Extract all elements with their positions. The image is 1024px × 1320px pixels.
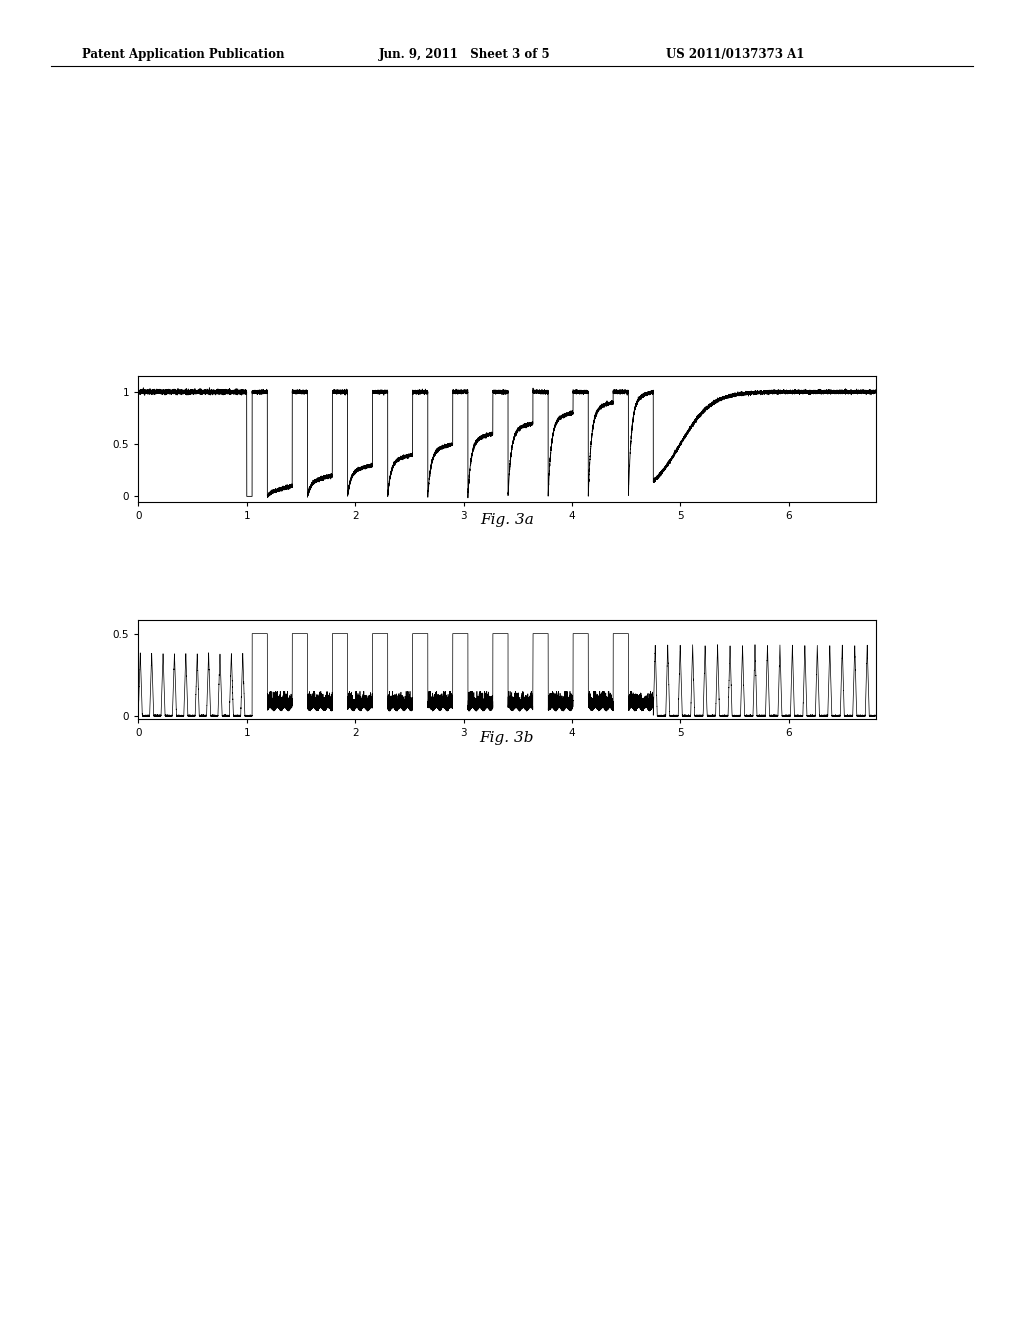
Text: Jun. 9, 2011   Sheet 3 of 5: Jun. 9, 2011 Sheet 3 of 5 bbox=[379, 48, 551, 61]
Text: Patent Application Publication: Patent Application Publication bbox=[82, 48, 285, 61]
Text: US 2011/0137373 A1: US 2011/0137373 A1 bbox=[666, 48, 804, 61]
Text: Fig. 3b: Fig. 3b bbox=[479, 731, 535, 744]
Text: Fig. 3a: Fig. 3a bbox=[480, 513, 534, 527]
